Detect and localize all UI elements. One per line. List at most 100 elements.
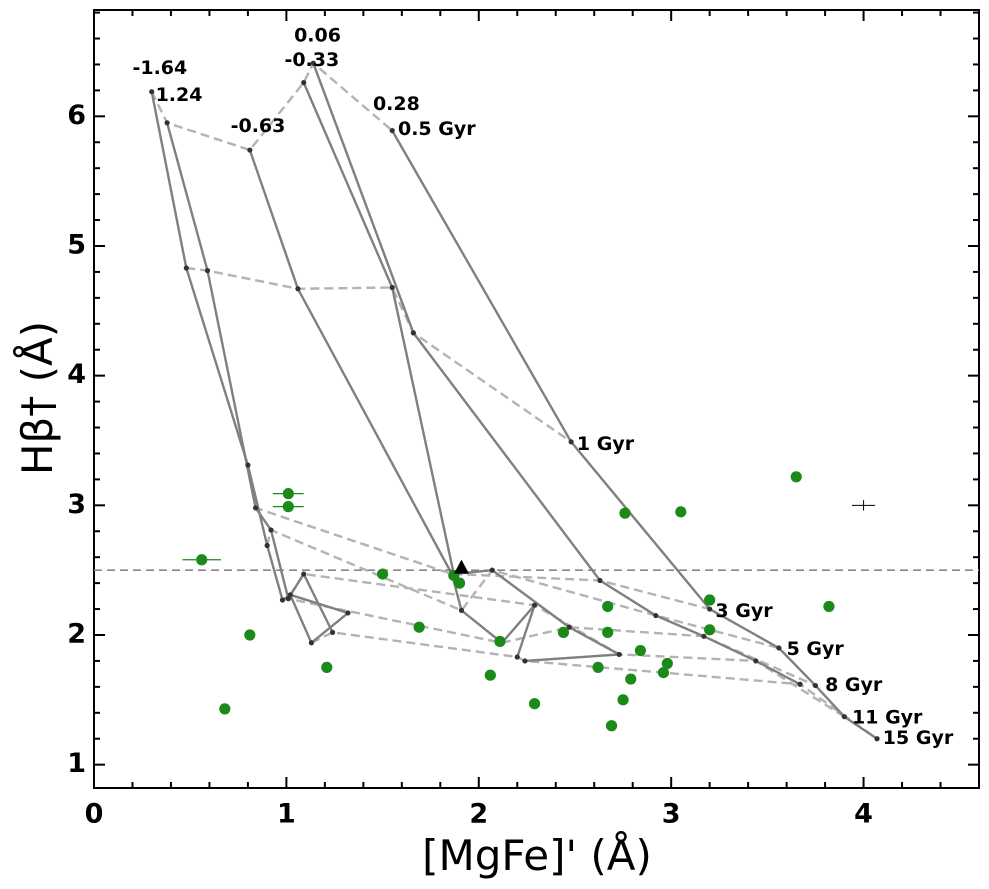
grid-node: [701, 633, 707, 639]
plot-frame-group: [93, 9, 980, 789]
y-tick-label: 1: [67, 748, 86, 779]
galaxy-point: [282, 501, 294, 513]
galaxy-point: [453, 577, 466, 589]
y-axis-title: Hβ† (Å): [12, 321, 62, 475]
galaxy-point: [592, 661, 604, 674]
grid-annotations: -1.64 1.24 0.06 -0.33 -0.63 0.28 0.5 Gyr 1 Gyr 3…: [132, 24, 953, 749]
grid-node: [707, 606, 713, 612]
galaxy-point: [704, 624, 716, 636]
grid-node: [522, 658, 528, 664]
grid-annotation: -1.64: [132, 57, 187, 79]
grid-node: [149, 89, 155, 95]
grid-node: [295, 286, 301, 292]
plot-frame: [93, 9, 980, 789]
galaxy-point: [196, 554, 208, 566]
iso-metallicity-lines: [150, 62, 878, 740]
grid-node: [841, 714, 847, 720]
grid-annotation: 0.06: [294, 24, 341, 46]
iso-age-line: [150, 61, 393, 152]
galaxy-point: [661, 657, 673, 670]
grid-node: [874, 736, 880, 742]
galaxy-point: [557, 626, 570, 639]
grid-annotation: 8 Gyr: [825, 674, 883, 696]
y-tick-label: 2: [67, 618, 86, 649]
grid-node: [531, 602, 538, 608]
grid-node: [247, 147, 253, 153]
galaxy-point: [704, 594, 716, 606]
grid-node: [287, 592, 293, 598]
galaxy-point: [619, 507, 631, 519]
iso-age-line: [289, 572, 845, 718]
iso-metallicity-line: [150, 91, 313, 644]
grid-nodes: [149, 60, 880, 742]
y-tick-label: 4: [67, 359, 86, 390]
galaxy-point: [484, 669, 496, 681]
galaxy-point: [657, 666, 670, 679]
y-tick-label: 6: [67, 100, 86, 131]
galaxy-point: [605, 720, 618, 732]
grid-node: [329, 629, 336, 636]
grid-node: [245, 462, 251, 468]
y-tick-label: 3: [67, 489, 86, 520]
grid-node: [183, 265, 189, 271]
iso-metallicity-line: [165, 122, 334, 633]
galaxy-point: [321, 661, 333, 674]
grid-node: [301, 571, 307, 577]
grid-node: [653, 612, 659, 619]
grid-node: [268, 527, 274, 533]
grid-node: [204, 268, 211, 274]
iso-age-line: [246, 464, 711, 611]
grid-node: [812, 682, 819, 689]
grid-annotation: 15 Gyr: [883, 727, 954, 749]
grid-node: [389, 127, 395, 134]
grid-node: [308, 640, 315, 646]
galaxy-point: [602, 626, 614, 639]
axis-ticks: 0 1 2 3 4 1 2 3 4 5 6: [67, 10, 980, 830]
x-axis-title: [MgFe]' (Å): [422, 830, 652, 880]
galaxy-point: [634, 644, 646, 657]
galaxy-point: [675, 506, 687, 518]
grid-annotation: 3 Gyr: [715, 600, 773, 622]
grid-annotation: -0.63: [231, 115, 286, 137]
galaxy-point: [219, 703, 231, 715]
grid-node: [489, 567, 495, 573]
galaxy-point: [376, 568, 389, 580]
triangle-marker: [453, 559, 469, 574]
galaxy-point: [823, 600, 835, 613]
iso-age-line: [266, 528, 780, 650]
grid-node: [264, 542, 270, 549]
iso-age-line: [186, 266, 572, 443]
grid-annotation: 0.28: [373, 93, 420, 115]
grid-node: [164, 120, 170, 126]
grid-node: [566, 624, 572, 630]
grid-node: [458, 607, 465, 613]
x-tick-label: 3: [662, 799, 681, 830]
x-tick-label: 4: [854, 799, 873, 830]
grid-annotation: 11 Gyr: [852, 706, 923, 728]
x-tick-label: 0: [85, 799, 104, 830]
grid-node: [597, 577, 603, 584]
grid-node: [753, 658, 759, 664]
galaxy-point: [282, 488, 294, 500]
grid-node: [389, 284, 395, 291]
grid-node: [568, 439, 574, 445]
grid-node: [285, 596, 291, 602]
galaxy-point: [413, 621, 425, 633]
galaxy-point: [617, 694, 629, 706]
grid-node: [253, 505, 259, 511]
galaxy-point: [244, 629, 256, 641]
iso-age-lines: [150, 61, 878, 740]
grid-annotation: 1 Gyr: [577, 433, 635, 455]
x-tick-label: 1: [277, 799, 296, 830]
grid-node: [797, 681, 803, 687]
grid-annotation: 5 Gyr: [787, 638, 845, 660]
galaxy-point: [528, 698, 541, 710]
grid-node: [616, 651, 622, 658]
grid-node: [301, 80, 307, 86]
galaxy-point: [602, 600, 614, 613]
iso-metallicity-line: [312, 62, 801, 686]
grid-annotation: 0.5 Gyr: [398, 118, 476, 140]
grid-node: [410, 330, 416, 336]
galaxy-points: [182, 471, 876, 732]
